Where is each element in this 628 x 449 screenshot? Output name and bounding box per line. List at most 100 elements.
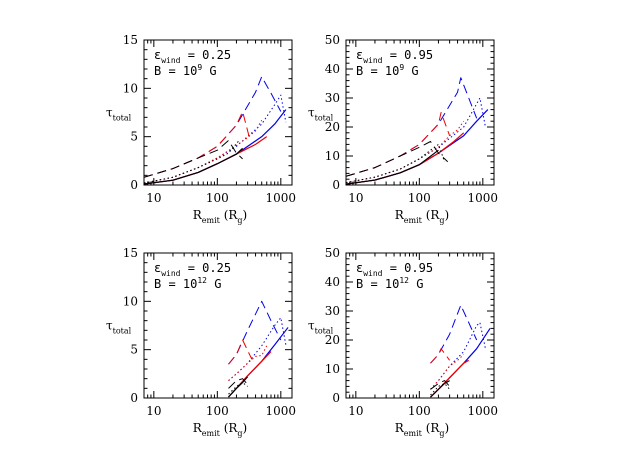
y-tick-label: 20 — [325, 120, 340, 134]
y-axis-label: τtotal — [308, 319, 334, 336]
epsilon-value: = 0.25 — [181, 261, 232, 275]
epsilon-subscript: wind — [161, 269, 180, 278]
field-prefix: B = 10 — [154, 277, 197, 291]
x-tick-label: 100 — [206, 404, 229, 418]
epsilon-symbol: ε — [356, 261, 363, 275]
x-label-unit-subscript: g — [237, 429, 242, 438]
field-prefix: B = 10 — [154, 64, 197, 78]
y-tick-label: 20 — [325, 333, 340, 347]
x-tick-label: 1000 — [266, 191, 297, 205]
y-label-main: τ — [106, 106, 113, 120]
x-label-close: ) — [445, 421, 450, 435]
x-tick-label: 10 — [146, 191, 161, 205]
epsilon-symbol: ε — [154, 48, 161, 62]
y-tick-label: 0 — [332, 178, 340, 192]
annotation-field: B = 109 G — [154, 63, 217, 78]
annotation-epsilon: εwind = 0.95 — [356, 261, 433, 278]
field-exponent: 9 — [197, 63, 202, 72]
series-black-dashed — [144, 140, 243, 178]
annotation-epsilon: εwind = 0.25 — [154, 48, 231, 65]
field-unit: G — [207, 277, 221, 291]
x-axis-label: Remit (Rg) — [193, 421, 247, 438]
series-red-dotted — [144, 119, 263, 184]
y-tick-label: 40 — [325, 275, 340, 289]
field-prefix: B = 10 — [356, 277, 399, 291]
y-tick-label: 30 — [325, 91, 340, 105]
x-tick-label: 10 — [348, 191, 363, 205]
x-label-unit: (R — [220, 208, 238, 222]
epsilon-subscript: wind — [363, 269, 382, 278]
x-label-unit-subscript: g — [439, 216, 444, 225]
x-tick-label: 1000 — [266, 404, 297, 418]
x-label-close: ) — [445, 208, 450, 222]
y-label-subscript: total — [113, 327, 132, 336]
y-tick-label: 10 — [123, 294, 138, 308]
series-red-dashed — [144, 111, 250, 178]
series-black-dotted — [144, 140, 240, 184]
x-label-unit: (R — [422, 208, 440, 222]
series-red-dashed — [346, 112, 451, 177]
field-exponent: 12 — [399, 276, 409, 285]
annotation-epsilon: εwind = 0.25 — [154, 261, 231, 278]
x-label-subscript: emit — [202, 216, 221, 225]
y-tick-label: 5 — [130, 130, 138, 144]
x-label-unit-subscript: g — [439, 429, 444, 438]
x-tick-label: 100 — [206, 191, 229, 205]
epsilon-value: = 0.95 — [383, 261, 434, 275]
series-red-dotted — [346, 120, 465, 184]
field-prefix: B = 10 — [356, 64, 399, 78]
x-label-unit: (R — [422, 421, 440, 435]
x-tick-label: 10 — [146, 404, 161, 418]
series-blue-dotted — [228, 317, 287, 381]
y-tick-label: 15 — [123, 33, 138, 47]
series-black-dotted — [430, 383, 450, 396]
x-label-subscript: emit — [404, 216, 423, 225]
series-group — [144, 76, 287, 185]
x-label-main: R — [193, 208, 203, 222]
y-tick-label: 15 — [123, 246, 138, 260]
series-black-dotted — [346, 143, 446, 184]
y-axis-label: τtotal — [308, 106, 334, 123]
series-blue-dashed — [144, 76, 282, 178]
field-exponent: 9 — [399, 63, 404, 72]
y-tick-label: 0 — [130, 391, 138, 405]
series-black-dashed — [346, 141, 449, 177]
epsilon-value: = 0.25 — [181, 48, 232, 62]
y-tick-label: 0 — [130, 178, 138, 192]
field-unit: G — [404, 64, 418, 78]
y-tick-label: 50 — [325, 246, 340, 260]
y-tick-label: 5 — [130, 343, 138, 357]
x-label-main: R — [193, 421, 203, 435]
field-unit: G — [409, 277, 423, 291]
series-black-solid — [430, 380, 450, 398]
y-tick-label: 30 — [325, 304, 340, 318]
annotation-epsilon: εwind = 0.95 — [356, 48, 433, 65]
x-tick-label: 100 — [408, 191, 431, 205]
panel-top-right: 10 100 1000 0 10 20 30 40 50 εwind = 0.95B = 109 … — [308, 33, 498, 225]
annotation-field: B = 109 G — [356, 63, 419, 78]
y-label-main: τ — [308, 106, 315, 120]
x-label-close: ) — [243, 208, 248, 222]
series-blue-solid — [346, 109, 489, 185]
x-tick-label: 1000 — [468, 404, 499, 418]
y-axis-label: τtotal — [106, 106, 132, 123]
plot-frame — [345, 39, 495, 186]
series-blue-dotted — [144, 94, 287, 184]
x-label-main: R — [395, 208, 405, 222]
series-group — [346, 77, 489, 185]
x-tick-label: 1000 — [468, 191, 499, 205]
y-label-main: τ — [308, 319, 315, 333]
x-axis-label: Remit (Rg) — [395, 208, 449, 225]
y-tick-label: 50 — [325, 33, 340, 47]
epsilon-value: = 0.95 — [383, 48, 434, 62]
y-tick-label: 10 — [325, 362, 340, 376]
annotation-field: B = 1012 G — [356, 276, 423, 291]
plot-frame — [345, 252, 495, 399]
x-axis-label: Remit (Rg) — [193, 208, 247, 225]
series-blue-solid — [430, 328, 491, 398]
y-label-main: τ — [106, 319, 113, 333]
field-unit: G — [202, 64, 216, 78]
